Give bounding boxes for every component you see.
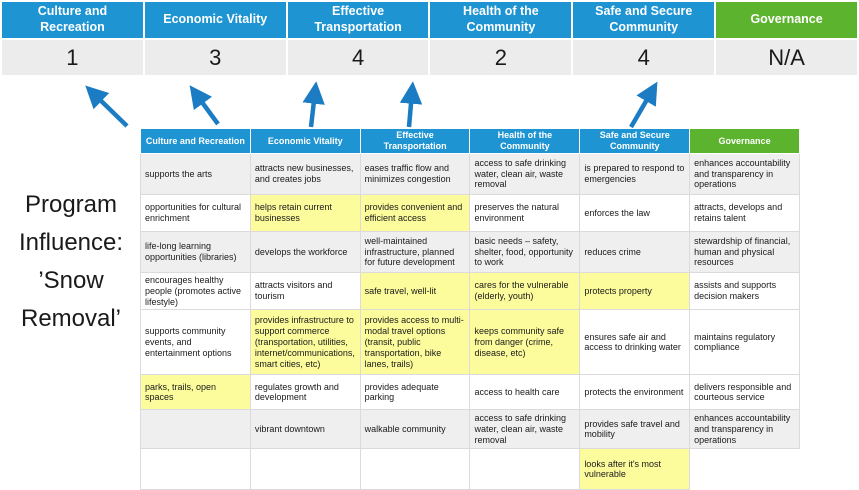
matrix-cell: attracts new businesses, and creates job… bbox=[249, 153, 361, 195]
matrix-cell: safe travel, well-lit bbox=[359, 271, 471, 311]
matrix-cell: access to safe drinking water, clean air… bbox=[469, 153, 581, 195]
matrix-cell: life-long learning opportunities (librar… bbox=[140, 231, 251, 273]
matrix-cell: helps retain current businesses bbox=[249, 194, 361, 232]
matrix-header-cell: Culture and Recreation bbox=[140, 128, 251, 154]
matrix-cell: enhances accountability and transparency… bbox=[689, 153, 800, 195]
matrix-cell: basic needs – safety, shelter, food, opp… bbox=[469, 231, 581, 273]
score-safety: 4 bbox=[573, 40, 715, 75]
matrix-header-cell: Safe and Secure Community bbox=[579, 128, 691, 154]
matrix-cell: provides safe travel and mobility bbox=[579, 409, 691, 450]
matrix-cell: develops the workforce bbox=[249, 231, 361, 273]
matrix-cell bbox=[249, 448, 361, 490]
matrix-cell: ensures safe air and access to drinking … bbox=[579, 309, 691, 376]
matrix-cell: access to health care bbox=[469, 374, 581, 411]
matrix-cell: protects the environment bbox=[579, 374, 691, 411]
program-title-line: Influence: bbox=[18, 229, 124, 256]
matrix-header-cell: Governance bbox=[689, 128, 800, 154]
matrix-header-cell: Health of the Community bbox=[469, 128, 581, 154]
matrix-cell: delivers responsible and courteous servi… bbox=[689, 374, 800, 411]
up-arrow-icon bbox=[399, 81, 423, 128]
up-arrow-icon bbox=[85, 85, 129, 128]
matrix-cell: provides infrastructure to support comme… bbox=[249, 309, 361, 376]
matrix-cell: is prepared to respond to emergencies bbox=[579, 153, 691, 195]
matrix-row: parks, trails, open spaces regulates grow… bbox=[140, 374, 800, 411]
matrix-cell: stewardship of financial, human and phys… bbox=[689, 231, 800, 273]
score-transportation: 4 bbox=[287, 40, 429, 75]
matrix-row: vibrant downtown walkable community access… bbox=[140, 409, 800, 450]
score-economic: 3 bbox=[144, 40, 286, 75]
matrix-cell: regulates growth and development bbox=[249, 374, 361, 411]
matrix-cell bbox=[140, 448, 251, 490]
up-arrow-icon bbox=[189, 85, 220, 126]
program-title-line: Program bbox=[24, 191, 118, 218]
matrix-row: opportunities for cultural enrichment hel… bbox=[140, 194, 800, 232]
matrix-cell bbox=[359, 448, 471, 490]
matrix-header-cell: Effective Transportation bbox=[359, 128, 471, 154]
program-title: Program Influence: ’Snow Removal’ bbox=[0, 186, 142, 338]
matrix-cell: maintains regulatory compliance bbox=[689, 309, 800, 376]
matrix-cell: supports the arts bbox=[140, 153, 251, 195]
matrix-cell bbox=[469, 448, 581, 490]
matrix-body: supports the arts attracts new businesses… bbox=[140, 153, 800, 490]
up-arrow-icon bbox=[629, 81, 658, 129]
matrix-cell: attracts visitors and tourism bbox=[249, 271, 361, 311]
matrix-cell: cares for the vulnerable (elderly, youth… bbox=[469, 271, 581, 311]
matrix-cell: opportunities for cultural enrichment bbox=[140, 194, 251, 232]
matrix-header-row: Culture and Recreation Economic Vitality E… bbox=[140, 128, 800, 154]
influence-matrix-table: Culture and Recreation Economic Vitality E… bbox=[140, 128, 800, 490]
matrix-cell: parks, trails, open spaces bbox=[140, 374, 251, 411]
matrix-cell: access to safe drinking water, clean air… bbox=[469, 409, 581, 450]
matrix-cell: enhances accountability and transparency… bbox=[689, 409, 800, 450]
matrix-cell: provides access to multi-modal travel op… bbox=[359, 309, 471, 376]
matrix-row: encourages healthy people (promotes acti… bbox=[140, 271, 800, 311]
matrix-cell: preserves the natural environment bbox=[469, 194, 581, 232]
matrix-cell bbox=[140, 409, 251, 450]
matrix-cell: enforces the law bbox=[579, 194, 691, 232]
matrix-row: looks after it's most vulnerable bbox=[140, 448, 800, 490]
scoreboard: Culture and Recreation Economic Vitality… bbox=[2, 2, 857, 75]
scoreboard-header-governance: Governance bbox=[716, 2, 857, 38]
arrows-layer bbox=[85, 81, 658, 129]
matrix-cell: protects property bbox=[579, 271, 691, 311]
matrix-cell: encourages healthy people (promotes acti… bbox=[140, 271, 251, 311]
scoreboard-header-economic: Economic Vitality bbox=[144, 2, 286, 38]
score-culture: 1 bbox=[2, 40, 143, 75]
up-arrow-icon bbox=[302, 81, 325, 128]
matrix-cell bbox=[689, 448, 800, 490]
program-title-line: ’Snow bbox=[38, 267, 104, 294]
matrix-header-cell: Economic Vitality bbox=[249, 128, 361, 154]
scoreboard-header-transportation: Effective Transportation bbox=[287, 2, 429, 38]
matrix-cell: looks after it's most vulnerable bbox=[579, 448, 691, 490]
matrix-cell: supports community events, and entertain… bbox=[140, 309, 251, 376]
scoreboard-header-culture: Culture and Recreation bbox=[2, 2, 143, 38]
matrix-row: life-long learning opportunities (librar… bbox=[140, 231, 800, 273]
score-health: 2 bbox=[430, 40, 572, 75]
matrix-cell: provides adequate parking bbox=[359, 374, 471, 411]
scoreboard-header-safety: Safe and Secure Community bbox=[573, 2, 715, 38]
matrix-cell: keeps community safe from danger (crime,… bbox=[469, 309, 581, 376]
matrix-cell: provides convenient and efficient access bbox=[359, 194, 471, 232]
matrix-row: supports community events, and entertain… bbox=[140, 309, 800, 376]
matrix-cell: vibrant downtown bbox=[249, 409, 361, 450]
matrix-cell: well-maintained infrastructure, planned … bbox=[359, 231, 471, 273]
matrix-cell: assists and supports decision makers bbox=[689, 271, 800, 311]
matrix-cell: walkable community bbox=[359, 409, 471, 450]
matrix-cell: attracts, develops and retains talent bbox=[689, 194, 800, 232]
scoreboard-header-health: Health of the Community bbox=[430, 2, 572, 38]
matrix-row: supports the arts attracts new businesses… bbox=[140, 153, 800, 195]
matrix-cell: eases traffic flow and minimizes congest… bbox=[359, 153, 471, 195]
matrix-cell: reduces crime bbox=[579, 231, 691, 273]
program-title-line: Removal’ bbox=[20, 305, 122, 332]
score-governance: N/A bbox=[716, 40, 857, 75]
